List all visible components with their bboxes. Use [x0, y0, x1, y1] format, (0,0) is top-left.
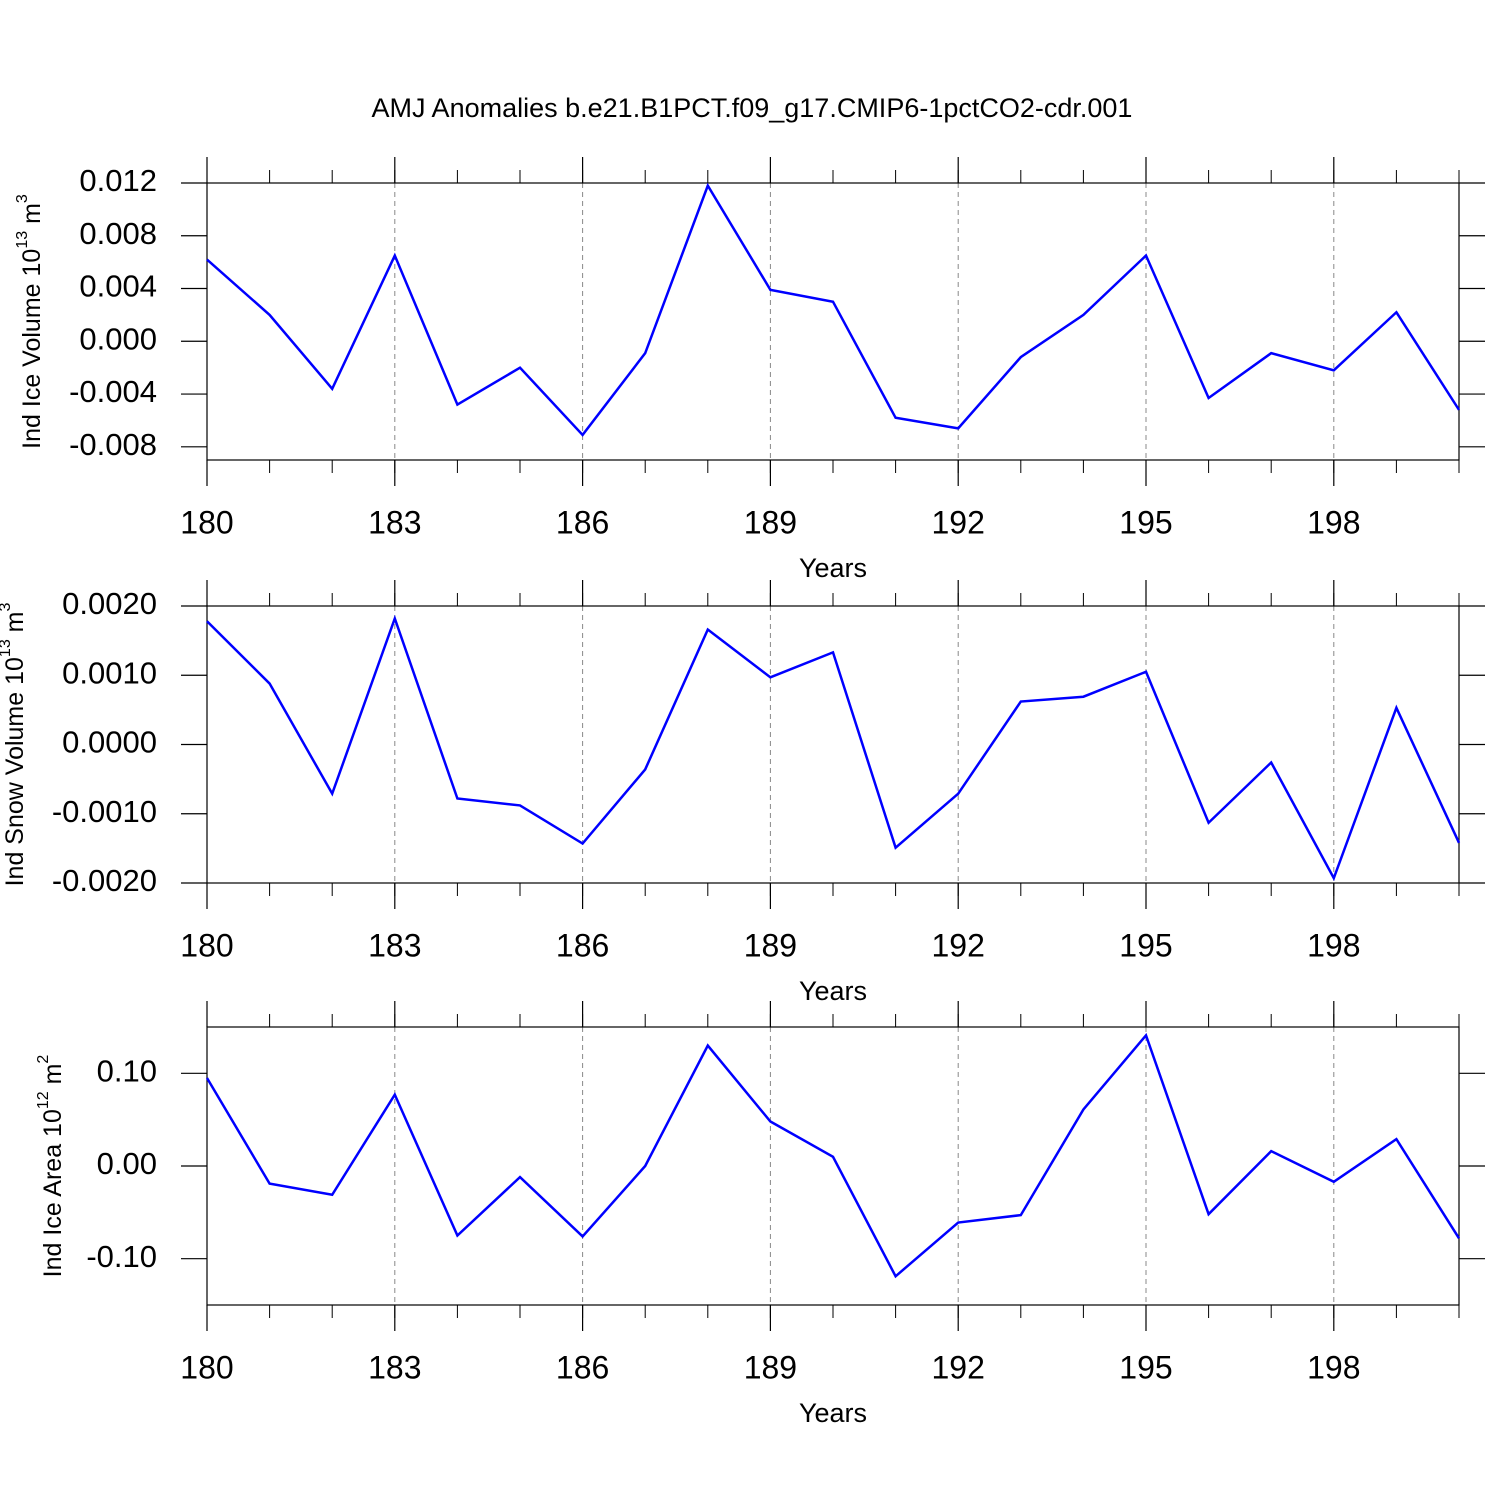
x-tick-label: 183 [368, 504, 421, 540]
y-tick-label: 0.0010 [62, 655, 157, 690]
x-tick-label: 192 [932, 927, 985, 963]
y-axis-label-part: m [1, 612, 29, 640]
y-axis-label-exponent: 13 [14, 231, 31, 249]
x-tick-label: 195 [1119, 504, 1172, 540]
x-tick-label: 180 [180, 504, 233, 540]
y-tick-label: 0.0020 [62, 586, 157, 621]
y-axis-label: Ind Ice Area 1012 m2 [35, 1055, 66, 1278]
x-axis-label: Years [799, 1398, 867, 1428]
y-axis-label-part: Ind Ice Volume 10 [18, 249, 46, 449]
y-tick-label: -0.0020 [52, 863, 157, 898]
x-tick-label: 198 [1307, 1349, 1360, 1385]
x-axis-label: Years [799, 553, 867, 583]
y-axis-label-exponent: 3 [14, 194, 31, 203]
x-axis-label: Years [799, 976, 867, 1006]
y-tick-label: 0.0000 [62, 725, 157, 760]
y-axis-label-part: m [18, 203, 46, 231]
y-axis-label-exponent: 2 [35, 1055, 52, 1064]
data-line [206, 182, 1461, 437]
y-tick-label: 0.004 [79, 269, 157, 304]
x-tick-label: 186 [556, 1349, 609, 1385]
x-tick-label: 192 [932, 504, 985, 540]
x-tick-label: 198 [1307, 927, 1360, 963]
y-tick-label: -0.004 [69, 374, 157, 409]
x-tick-label: 189 [744, 1349, 797, 1385]
y-axis-label-exponent: 3 [0, 603, 14, 612]
y-tick-label: -0.10 [86, 1239, 157, 1274]
y-axis-label-part: Ind Ice Area 10 [39, 1109, 67, 1277]
x-tick-label: 198 [1307, 504, 1360, 540]
x-tick-label: 189 [744, 504, 797, 540]
y-axis-label-part: m [39, 1064, 67, 1092]
x-tick-label: 192 [932, 1349, 985, 1385]
x-tick-label: 180 [180, 927, 233, 963]
plot-frame [206, 1026, 1460, 1306]
figure-title: AMJ Anomalies b.e21.B1PCT.f09_g17.CMIP6-… [372, 93, 1133, 123]
data-line [205, 1032, 1461, 1279]
y-axis-label-exponent: 13 [0, 639, 14, 657]
x-tick-label: 195 [1119, 927, 1172, 963]
x-tick-label: 186 [556, 927, 609, 963]
y-tick-label: 0.10 [97, 1054, 157, 1089]
y-axis-label: Ind Ice Volume 1013 m3 [14, 194, 45, 449]
plot-frame [206, 605, 1460, 884]
x-tick-label: 186 [556, 504, 609, 540]
x-tick-label: 183 [368, 927, 421, 963]
y-tick-label: 0.000 [79, 321, 157, 356]
y-tick-label: 0.008 [79, 216, 157, 251]
x-tick-label: 180 [180, 1349, 233, 1385]
y-axis-label-part: Ind Snow Volume 10 [1, 657, 29, 886]
y-tick-label: -0.0010 [52, 794, 157, 829]
y-tick-label: 0.00 [97, 1146, 157, 1181]
y-tick-label: -0.008 [69, 427, 157, 462]
y-axis-label: Ind Snow Volume 1013 m3 [0, 603, 29, 887]
y-axis-label-exponent: 12 [35, 1091, 52, 1109]
x-tick-label: 183 [368, 1349, 421, 1385]
x-tick-label: 189 [744, 927, 797, 963]
y-tick-label: 0.012 [79, 163, 157, 198]
plot-frame [206, 182, 1460, 461]
x-tick-label: 195 [1119, 1349, 1172, 1385]
data-line [206, 614, 1461, 882]
